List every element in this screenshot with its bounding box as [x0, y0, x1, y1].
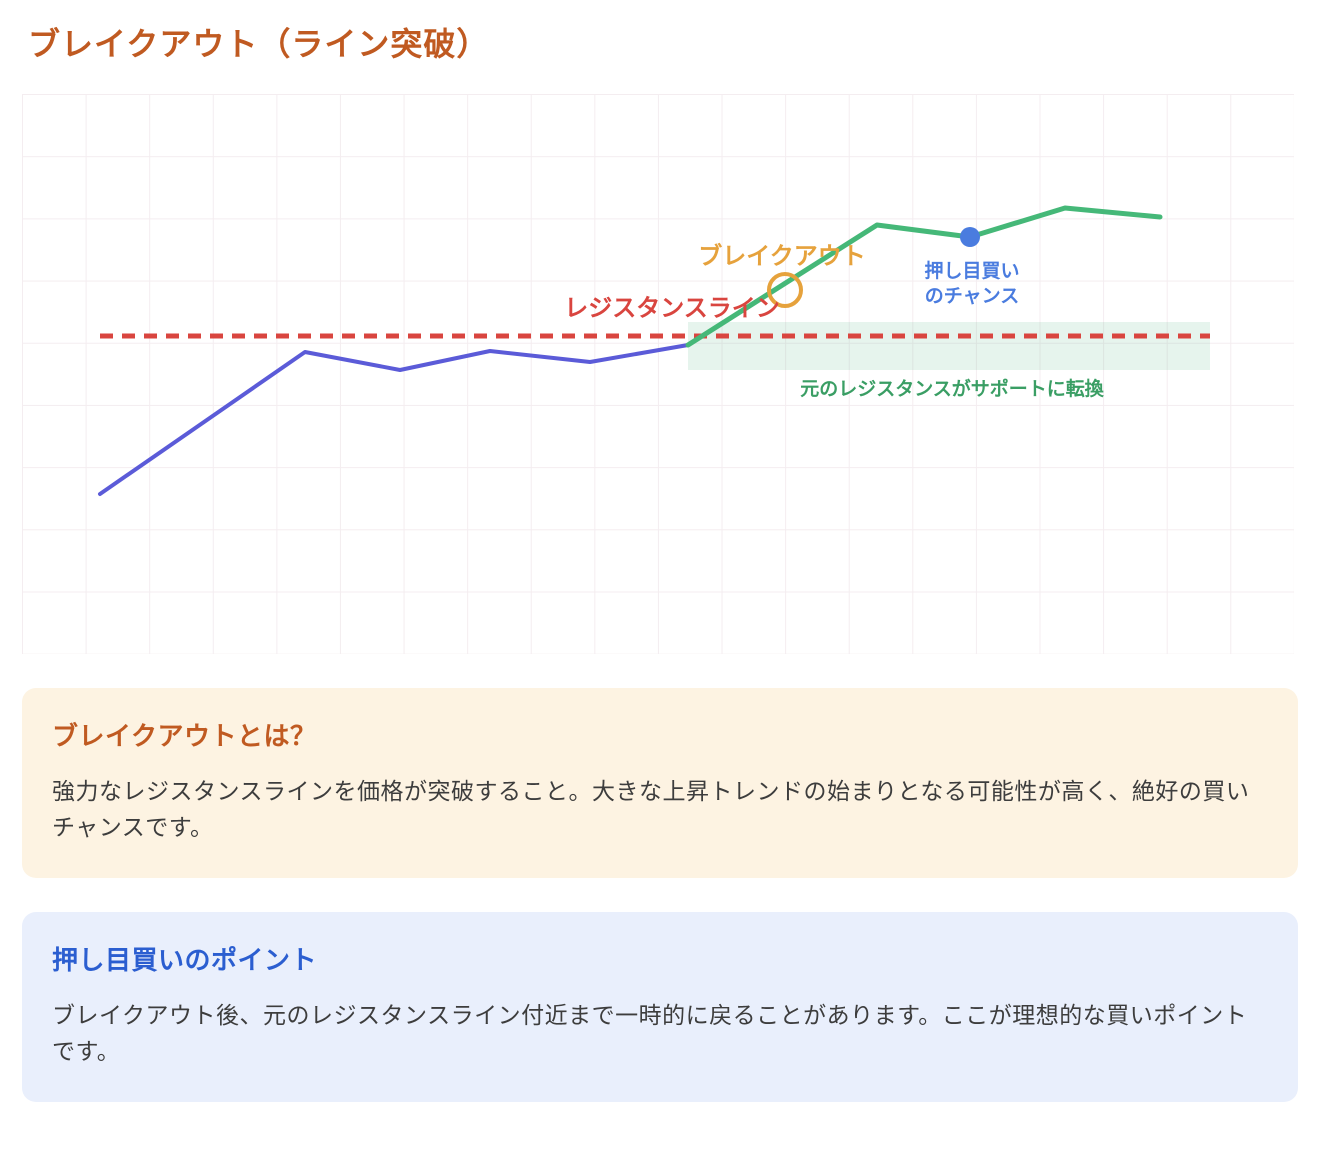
- breakout-info-body: 強力なレジスタンスラインを価格が突破すること。大きな上昇トレンドの始まりとなる可…: [52, 777, 1250, 841]
- pullback-info-card: 押し目買いのポイント ブレイクアウト後、元のレジスタンスライン付近まで一時的に戻…: [22, 912, 1298, 1103]
- support-flip-label: 元のレジスタンスがサポートに転換: [800, 377, 1105, 400]
- resistance-line-label: レジスタンスライン: [564, 295, 780, 322]
- breakout-label: ブレイクアウト: [698, 242, 866, 270]
- support-zone: [688, 322, 1210, 370]
- page-title: ブレイクアウト（ライン突破）: [28, 26, 490, 62]
- breakout-info-card: ブレイクアウトとは？ 強力なレジスタンスラインを価格が突破すること。大きな上昇ト…: [22, 688, 1298, 879]
- chart-geometry: [98, 205, 1210, 496]
- pullback-label-line2: のチャンス: [925, 286, 1019, 307]
- pullback-label-line1: 押し目買い: [924, 259, 1019, 282]
- pullback-info-heading: 押し目買いのポイント: [52, 945, 318, 976]
- uptrend-before-breakout-line: [98, 343, 690, 496]
- breakout-chart: レジスタンスライン ブレイクアウト 押し目買い のチャンス 元のレジスタンスがサ…: [22, 94, 1294, 654]
- breakout-chart-svg: レジスタンスライン ブレイクアウト 押し目買い のチャンス 元のレジスタンスがサ…: [98, 205, 1210, 496]
- breakout-info-heading: ブレイクアウトとは？: [52, 721, 317, 751]
- pullback-dot-marker: [960, 227, 980, 247]
- pullback-info-body: ブレイクアウト後、元のレジスタンスライン付近まで一時的に戻ることがあります。ここ…: [52, 1001, 1248, 1065]
- breakout-circle-marker: [767, 272, 803, 308]
